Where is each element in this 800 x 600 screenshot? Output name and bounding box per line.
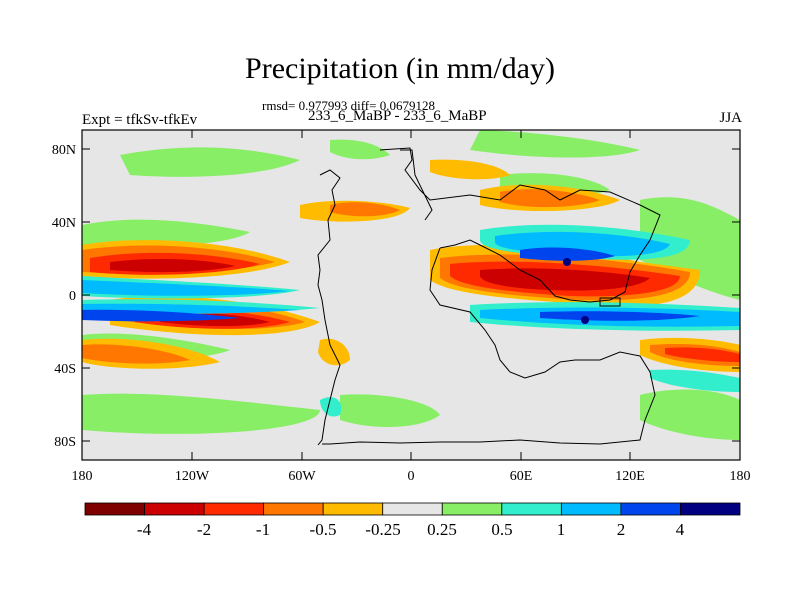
colorbar-swatch xyxy=(203,502,265,516)
colorbar-swatch xyxy=(322,502,384,516)
lat-labels: 80N 40N 0 40S 80S xyxy=(52,143,76,450)
colorbar xyxy=(84,502,741,516)
colorbar-label-4: 4 xyxy=(676,520,685,539)
colorbar-swatch xyxy=(560,502,622,516)
eurasia-outline xyxy=(379,147,661,303)
colorbar-label-m2: -2 xyxy=(197,520,211,539)
lon-label-120e: 120E xyxy=(615,469,645,484)
colorbar-label-025: 0.25 xyxy=(427,520,457,539)
lat-label-80n: 80N xyxy=(52,143,76,158)
colorbar-swatch xyxy=(501,502,562,516)
lat-tick-marks xyxy=(82,148,740,442)
colorbar-swatch xyxy=(441,502,503,516)
colorbar-swatch xyxy=(680,502,741,516)
colorbar-label-2: 2 xyxy=(617,520,626,539)
lon-label-180e: 180 xyxy=(730,469,751,484)
colorbar-swatch xyxy=(620,502,681,516)
island-outline xyxy=(599,297,621,307)
colorbar-label-m025: -0.25 xyxy=(365,520,400,539)
subtitle: 233_6_MaBP - 233_6_MaBP xyxy=(308,108,487,124)
africa-outline xyxy=(322,247,656,445)
lat-label-0: 0 xyxy=(69,289,76,304)
colorbar-label-m05: -0.5 xyxy=(310,520,337,539)
lon-label-120w: 120W xyxy=(175,469,210,484)
americas-outline xyxy=(317,169,341,446)
lon-label-60e: 60E xyxy=(510,469,533,484)
colorbar-labels: -4 -2 -1 -0.5 -0.25 0.25 0.5 1 2 4 xyxy=(137,520,685,539)
map-title: Precipitation (in mm/day) xyxy=(245,52,555,85)
colorbar-label-m1: -1 xyxy=(256,520,270,539)
colorbar-label-1: 1 xyxy=(557,520,566,539)
lon-label-0: 0 xyxy=(408,469,415,484)
colorbar-swatch xyxy=(144,502,205,516)
precip-map xyxy=(82,130,740,460)
lon-tick-marks xyxy=(81,130,741,460)
colorbar-swatch xyxy=(263,502,324,516)
navy-spots xyxy=(563,258,589,324)
lat-label-40n: 40N xyxy=(52,216,76,231)
blue-band xyxy=(82,247,700,322)
colorbar-swatch xyxy=(84,502,145,516)
lon-labels: 180 120W 60W 0 60E 120E 180 xyxy=(72,469,751,484)
stats-line: rmsd= 0.977993 diff= 0.0679128 xyxy=(262,98,435,113)
lat-label-80s: 80S xyxy=(54,435,76,450)
colorbar-swatch xyxy=(382,502,443,516)
lon-label-60w: 60W xyxy=(288,469,316,484)
lat-label-40s: 40S xyxy=(54,362,76,377)
experiment-label: Expt = tfkSv-tfkEv xyxy=(82,112,198,128)
europe-outline xyxy=(400,149,433,221)
season-label: JJA xyxy=(719,110,742,126)
continent-outlines xyxy=(317,147,661,446)
colorbar-label-05: 0.5 xyxy=(491,520,512,539)
colorbar-label-m4: -4 xyxy=(137,520,152,539)
lon-label-180w: 180 xyxy=(72,469,93,484)
